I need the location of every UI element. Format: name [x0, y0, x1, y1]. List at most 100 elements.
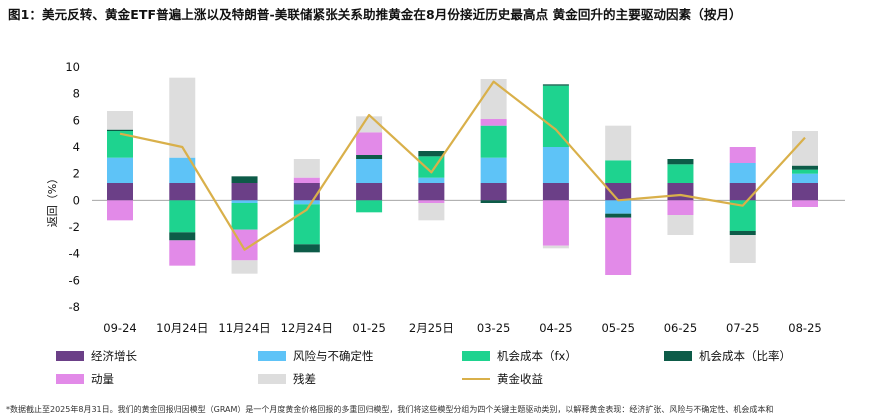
- bar-segment-opp_fx: [542, 85, 569, 147]
- x-tick-label: 11月24日: [218, 321, 270, 335]
- x-tick-label: 03-25: [477, 321, 510, 335]
- bar-segment-residual: [729, 235, 756, 263]
- bar-segment-opp_rate: [231, 176, 258, 183]
- y-tick-label: 8: [73, 87, 80, 101]
- y-axis-label: 返回（%）: [46, 173, 59, 227]
- bar-segment-momentum: [667, 200, 694, 215]
- bar-segment-opp_rate: [480, 200, 507, 203]
- bar-segment-risk: [605, 200, 632, 214]
- gold-line-group: [119, 80, 806, 251]
- bar-segment-opp_fx: [792, 169, 818, 174]
- bar-segment-momentum: [480, 119, 507, 126]
- bar-segment-econ: [480, 183, 507, 201]
- legend-swatch-residual: [258, 374, 286, 384]
- chart-title: 图1：美元反转、黄金ETF普遍上涨以及特朗普-美联储紧张关系助推黄金在8月份接近…: [8, 7, 742, 22]
- bar-segment-opp_fx: [231, 203, 258, 230]
- bar-segment-risk: [293, 200, 320, 205]
- x-tick-label: 08-25: [788, 321, 821, 335]
- legend-label-momentum: 动量: [91, 372, 114, 386]
- y-tick-label: 0: [73, 193, 80, 207]
- bar-segment-opp_rate: [542, 84, 569, 86]
- legend-swatch-momentum: [56, 374, 84, 384]
- bar-segment-residual: [107, 111, 133, 130]
- bar-segment-residual: [542, 245, 569, 249]
- bar-segment-momentum: [542, 200, 569, 246]
- bar-segment-risk: [792, 173, 818, 183]
- legend-item-gold[interactable]: 黄金收益: [462, 371, 543, 387]
- legend: 经济增长 风险与不确定性 机会成本（fx） 机会成本（比率） 动量 残差 黄金收…: [56, 344, 856, 392]
- y-tick-label: 10: [65, 60, 80, 74]
- legend-label-residual: 残差: [293, 372, 316, 386]
- x-tick-label: 09-24: [103, 321, 136, 335]
- bar-segment-econ: [729, 183, 756, 201]
- x-tick-label: 05-25: [601, 321, 634, 335]
- x-tick-label: 04-25: [539, 321, 572, 335]
- x-tick-label: 12月24日: [281, 321, 333, 335]
- legend-item-risk[interactable]: 风险与不确定性: [258, 348, 374, 364]
- bar-segment-risk: [729, 163, 756, 183]
- bar-segment-opp_rate: [356, 155, 383, 159]
- legend-label-gold: 黄金收益: [497, 372, 543, 386]
- x-tick-label: 07-25: [726, 321, 759, 335]
- bar-segment-residual: [231, 260, 258, 274]
- bar-segment-risk: [107, 157, 133, 183]
- y-axis: -8 -6 -4 -2 0 2 4 6 8 10: [65, 60, 845, 314]
- bar-segment-residual: [418, 203, 445, 221]
- bar-segment-econ: [792, 183, 818, 201]
- bar-segment-opp_fx: [169, 200, 196, 233]
- gold-return-line: [119, 80, 806, 251]
- bar-segment-residual: [667, 215, 694, 235]
- x-tick-label: 01-25: [352, 321, 385, 335]
- x-tick-label: 06-25: [664, 321, 697, 335]
- legend-item-econ[interactable]: 经济增长: [56, 348, 137, 364]
- bar-segment-residual: [605, 125, 632, 161]
- legend-swatch-econ: [56, 351, 84, 361]
- legend-item-momentum[interactable]: 动量: [56, 371, 114, 387]
- bars-group: [107, 77, 818, 275]
- x-tick-label: 10月24日: [156, 321, 208, 335]
- bar-segment-momentum: [729, 147, 756, 163]
- legend-item-residual[interactable]: 残差: [258, 371, 316, 387]
- bar-segment-opp_rate: [667, 159, 694, 165]
- legend-swatch-opp-rate: [664, 351, 692, 361]
- legend-label-opp-rate: 机会成本（比率）: [699, 349, 791, 363]
- legend-line-gold: [462, 378, 490, 380]
- bar-segment-risk: [542, 147, 569, 183]
- bar-segment-econ: [418, 183, 445, 201]
- bar-segment-residual: [480, 79, 507, 119]
- bar-segment-opp_rate: [729, 231, 756, 235]
- bar-segment-opp_rate: [107, 129, 133, 131]
- bar-segment-econ: [231, 183, 258, 201]
- y-tick-label: -8: [69, 300, 80, 314]
- legend-label-econ: 经济增长: [91, 349, 137, 363]
- bar-segment-opp_fx: [667, 164, 694, 183]
- bar-segment-momentum: [169, 240, 196, 266]
- x-tick-label: 2月25日: [409, 321, 454, 335]
- bar-segment-econ: [667, 183, 694, 201]
- bar-segment-opp_fx: [293, 204, 320, 245]
- footnote: *数据截止至2025年8月31日。我们的黄金回报归因模型（GRAM）是一个月度黄…: [6, 405, 774, 414]
- legend-item-opp-rate[interactable]: 机会成本（比率）: [664, 348, 791, 364]
- bar-segment-econ: [293, 183, 320, 201]
- bar-segment-momentum: [418, 200, 445, 203]
- bar-segment-opp_rate: [293, 244, 320, 253]
- bar-segment-momentum: [356, 132, 383, 155]
- bar-segment-econ: [107, 183, 133, 201]
- y-tick-label: 6: [73, 113, 80, 127]
- legend-item-opp-fx[interactable]: 机会成本（fx）: [462, 348, 577, 364]
- y-tick-label: -4: [69, 247, 80, 261]
- legend-label-risk: 风险与不确定性: [293, 349, 374, 363]
- legend-label-opp-fx: 机会成本（fx）: [497, 349, 577, 363]
- bar-segment-opp_rate: [792, 165, 818, 170]
- bar-segment-momentum: [107, 200, 133, 221]
- bar-segment-econ: [356, 183, 383, 201]
- bar-segment-opp_fx: [356, 200, 383, 213]
- bar-segment-residual: [293, 159, 320, 178]
- bar-segment-momentum: [293, 177, 320, 183]
- bar-segment-risk: [418, 177, 445, 183]
- y-tick-label: -6: [69, 273, 80, 287]
- bar-segment-risk: [480, 157, 507, 183]
- x-axis-labels: 09-24 10月24日 11月24日 12月24日 01-25 2月25日 03-25 04…: [103, 321, 821, 335]
- bar-segment-momentum: [792, 200, 818, 207]
- bar-segment-risk: [231, 200, 258, 203]
